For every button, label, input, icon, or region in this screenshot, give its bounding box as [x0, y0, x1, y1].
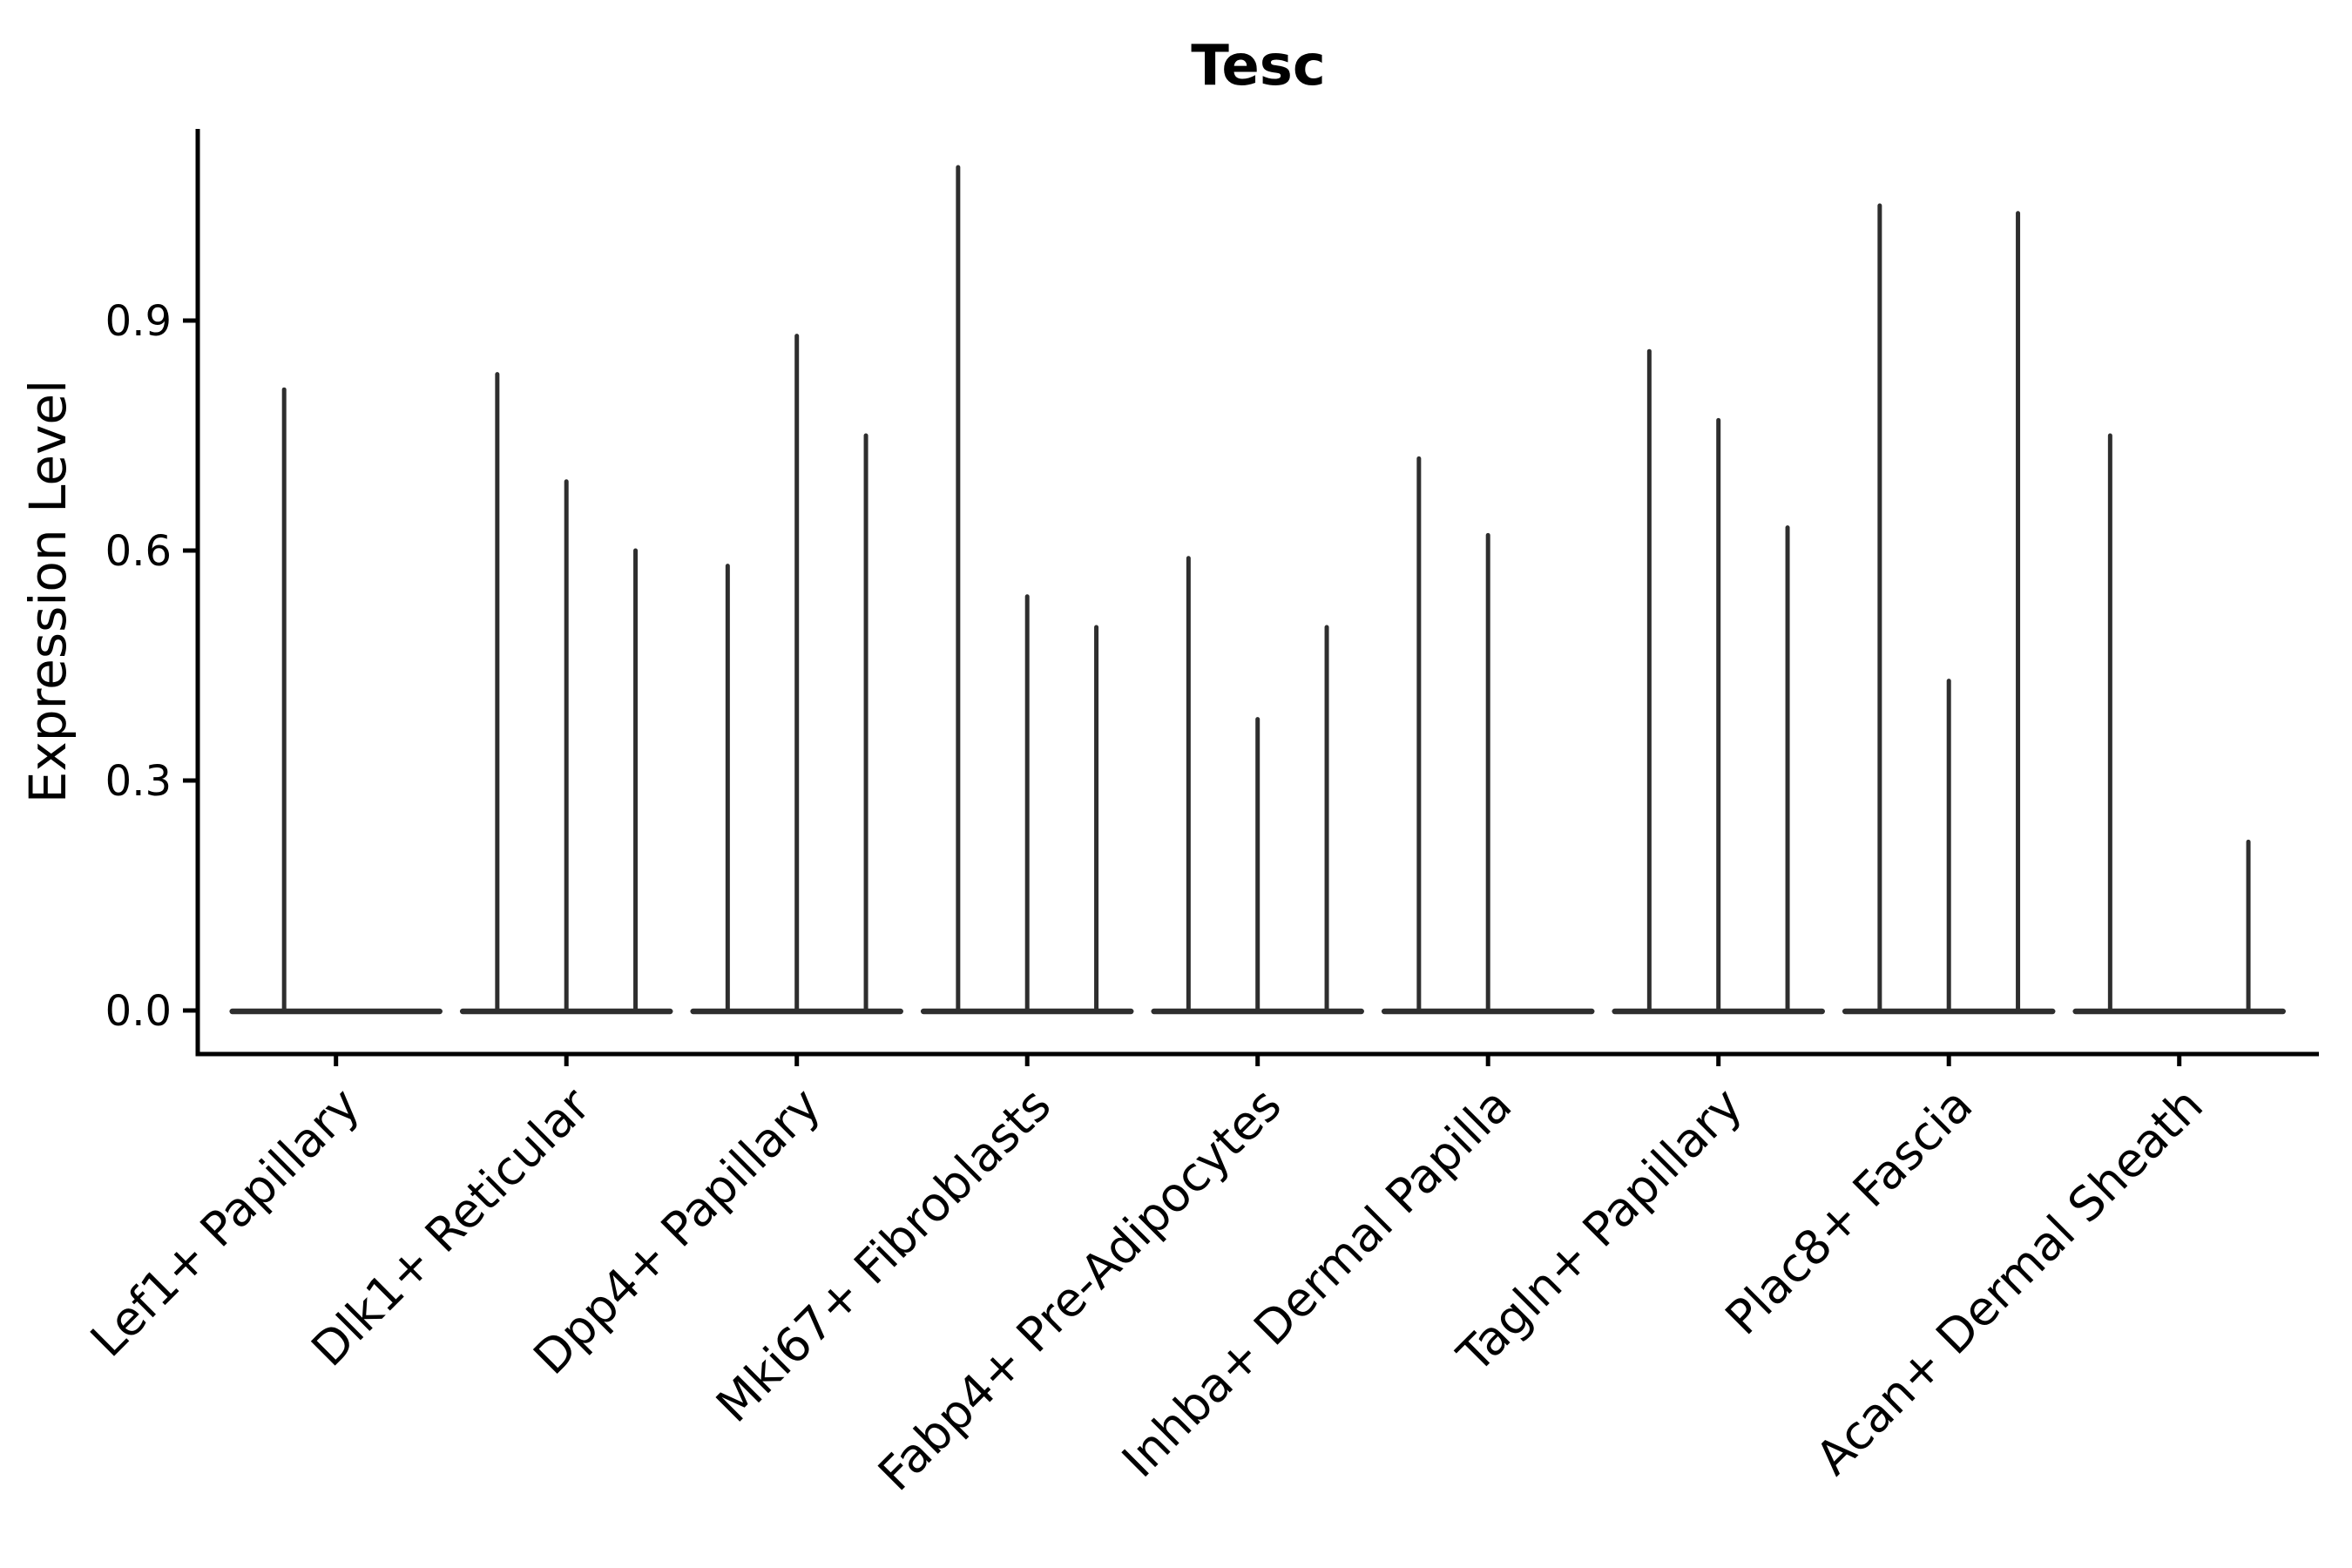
y-tick-label: 0.0	[105, 987, 172, 1036]
y-axis-title: Expression Level	[18, 380, 78, 803]
plot-title: Tesc	[1191, 34, 1326, 98]
y-tick-label: 0.3	[105, 757, 172, 806]
y-tick-label: 0.9	[105, 297, 172, 346]
y-tick-label: 0.6	[105, 527, 172, 576]
